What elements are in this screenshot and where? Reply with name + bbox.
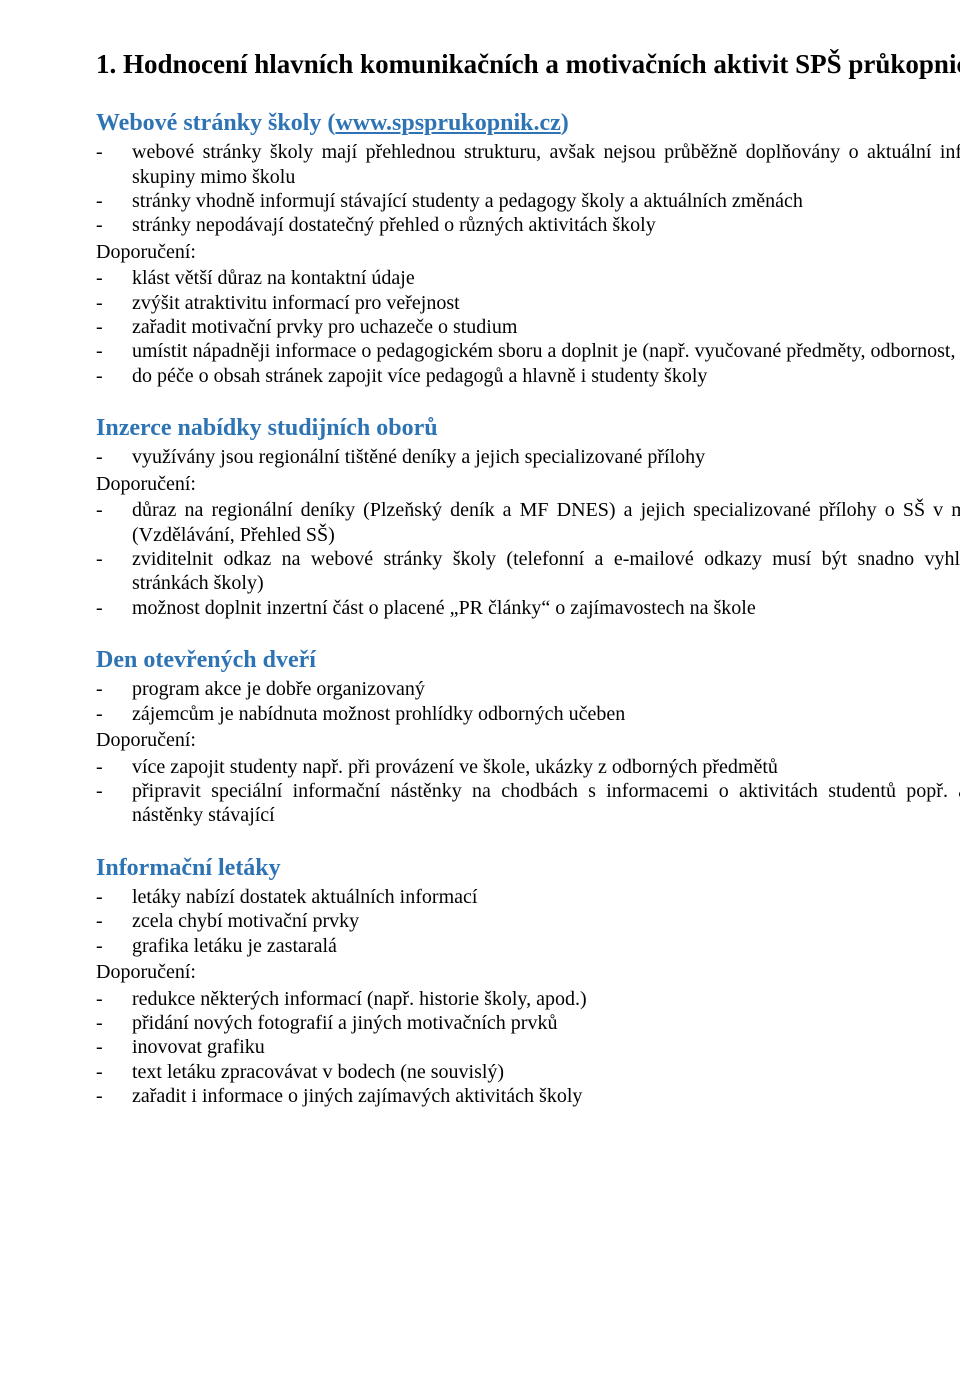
- section-title-web: Webové stránky školy (www.spsprukopnik.c…: [96, 109, 960, 138]
- list-item: webové stránky školy mají přehlednou str…: [96, 140, 960, 189]
- section-title-inzerce: Inzerce nabídky studijních oborů: [96, 414, 960, 443]
- section-2-reco: více zapojit studenty např. při provázen…: [96, 755, 960, 828]
- list-item: inovovat grafiku: [96, 1035, 960, 1059]
- section-title-letaky: Informační letáky: [96, 854, 960, 883]
- list-item: možnost doplnit inzertní část o placené …: [96, 596, 960, 620]
- recommendation-label: Doporučení:: [96, 728, 960, 752]
- list-item: stránky nepodávají dostatečný přehled o …: [96, 213, 960, 237]
- list-item: grafika letáku je zastaralá: [96, 934, 960, 958]
- list-item: umístit nápadněji informace o pedagogick…: [96, 339, 960, 363]
- section-title-den: Den otevřených dveří: [96, 646, 960, 675]
- list-item: stránky vhodně informují stávající stude…: [96, 189, 960, 213]
- list-item: letáky nabízí dostatek aktuálních inform…: [96, 885, 960, 909]
- list-item: důraz na regionální deníky (Plzeňský den…: [96, 498, 960, 547]
- page-title: 1. Hodnocení hlavních komunikačních a mo…: [96, 48, 960, 81]
- section-3-items: letáky nabízí dostatek aktuálních inform…: [96, 885, 960, 958]
- section-3-reco: redukce některých informací (např. histo…: [96, 987, 960, 1109]
- section-0-reco: klást větší důraz na kontaktní údaje zvý…: [96, 266, 960, 388]
- list-item: zařadit motivační prvky pro uchazeče o s…: [96, 315, 960, 339]
- list-item: program akce je dobře organizovaný: [96, 677, 960, 701]
- list-item: zcela chybí motivační prvky: [96, 909, 960, 933]
- list-item: zařadit i informace o jiných zajímavých …: [96, 1084, 960, 1108]
- recommendation-label: Doporučení:: [96, 240, 960, 264]
- recommendation-label: Doporučení:: [96, 960, 960, 984]
- list-item: text letáku zpracovávat v bodech (ne sou…: [96, 1060, 960, 1084]
- list-item: zviditelnit odkaz na webové stránky škol…: [96, 547, 960, 596]
- heading-number: 1.: [96, 49, 116, 79]
- section-title-pre: Webové stránky školy (: [96, 110, 335, 136]
- school-website-link[interactable]: www.spsprukopnik.cz: [335, 110, 560, 136]
- section-1-reco: důraz na regionální deníky (Plzeňský den…: [96, 498, 960, 620]
- list-item: využívány jsou regionální tištěné deníky…: [96, 445, 960, 469]
- section-1-items: využívány jsou regionální tištěné deníky…: [96, 445, 960, 469]
- list-item: přidání nových fotografií a jiných motiv…: [96, 1011, 960, 1035]
- recommendation-label: Doporučení:: [96, 472, 960, 496]
- section-title-post: ): [561, 110, 569, 136]
- list-item: zvýšit atraktivitu informací pro veřejno…: [96, 291, 960, 315]
- list-item: zájemcům je nabídnuta možnost prohlídky …: [96, 702, 960, 726]
- list-item: připravit speciální informační nástěnky …: [96, 779, 960, 828]
- section-0-items: webové stránky školy mají přehlednou str…: [96, 140, 960, 238]
- list-item: do péče o obsah stránek zapojit více ped…: [96, 364, 960, 388]
- list-item: redukce některých informací (např. histo…: [96, 987, 960, 1011]
- section-2-items: program akce je dobře organizovaný zájem…: [96, 677, 960, 726]
- heading-text: Hodnocení hlavních komunikačních a motiv…: [123, 49, 960, 79]
- list-item: klást větší důraz na kontaktní údaje: [96, 266, 960, 290]
- list-item: více zapojit studenty např. při provázen…: [96, 755, 960, 779]
